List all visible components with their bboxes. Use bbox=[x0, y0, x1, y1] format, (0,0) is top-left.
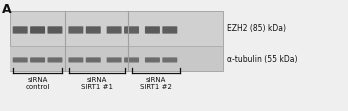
FancyBboxPatch shape bbox=[145, 57, 160, 62]
FancyBboxPatch shape bbox=[30, 57, 45, 62]
FancyBboxPatch shape bbox=[145, 26, 160, 34]
FancyBboxPatch shape bbox=[47, 26, 63, 34]
Text: A: A bbox=[2, 3, 11, 16]
Text: siRNA
control: siRNA control bbox=[25, 77, 50, 90]
Text: siRNA
SIRT1 #1: siRNA SIRT1 #1 bbox=[81, 77, 113, 90]
FancyBboxPatch shape bbox=[68, 26, 84, 34]
FancyBboxPatch shape bbox=[30, 26, 45, 34]
FancyBboxPatch shape bbox=[10, 46, 223, 71]
Text: siRNA
SIRT1 #2: siRNA SIRT1 #2 bbox=[140, 77, 172, 90]
FancyBboxPatch shape bbox=[162, 57, 177, 62]
FancyBboxPatch shape bbox=[47, 57, 63, 62]
FancyBboxPatch shape bbox=[86, 26, 101, 34]
FancyBboxPatch shape bbox=[124, 57, 139, 62]
Text: α-tubulin (55 kDa): α-tubulin (55 kDa) bbox=[227, 55, 298, 64]
FancyBboxPatch shape bbox=[124, 26, 139, 34]
FancyBboxPatch shape bbox=[68, 57, 84, 62]
FancyBboxPatch shape bbox=[106, 57, 122, 62]
FancyBboxPatch shape bbox=[13, 57, 28, 62]
FancyBboxPatch shape bbox=[10, 11, 223, 71]
FancyBboxPatch shape bbox=[162, 26, 177, 34]
Text: EZH2 (85) kDa): EZH2 (85) kDa) bbox=[227, 24, 286, 33]
FancyBboxPatch shape bbox=[13, 26, 28, 34]
FancyBboxPatch shape bbox=[86, 57, 101, 62]
FancyBboxPatch shape bbox=[106, 26, 122, 34]
